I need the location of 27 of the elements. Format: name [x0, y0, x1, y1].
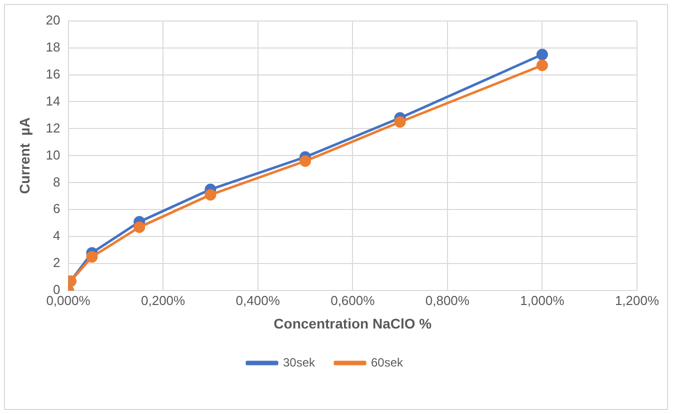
point [204, 189, 216, 201]
x-tick-label: 0,200% [141, 292, 186, 308]
y-tick-label: 16 [46, 66, 60, 82]
y-tick-label: 8 [53, 174, 60, 190]
y-tick-label: 10 [46, 147, 60, 162]
y-tick-label: 20 [46, 12, 60, 28]
y-tick-label: 4 [53, 228, 60, 244]
x-tick-label: 1,200% [614, 292, 660, 308]
y-tick-label: 2 [53, 255, 60, 270]
x-axis-title: Concentration NaClO % [274, 315, 432, 332]
legend-label: 60sek [371, 355, 404, 370]
x-tick-label: 0,800% [425, 292, 470, 308]
y-tick-label: 6 [53, 201, 60, 216]
point [536, 48, 548, 60]
x-tick-label: 0,600% [330, 292, 376, 308]
point [134, 221, 146, 233]
point [299, 155, 311, 167]
point [394, 116, 406, 128]
legend-label: 30sek [282, 355, 316, 370]
x-tick-label: 0,400% [236, 292, 280, 308]
point [536, 60, 548, 72]
y-tick-label: 14 [46, 93, 60, 108]
y-axis-title: Current µA [16, 117, 32, 194]
y-tick-label: 12 [46, 120, 60, 136]
y-tick-label: 18 [46, 39, 60, 54]
point [86, 251, 98, 263]
x-tick-label: 1,000% [520, 292, 565, 308]
